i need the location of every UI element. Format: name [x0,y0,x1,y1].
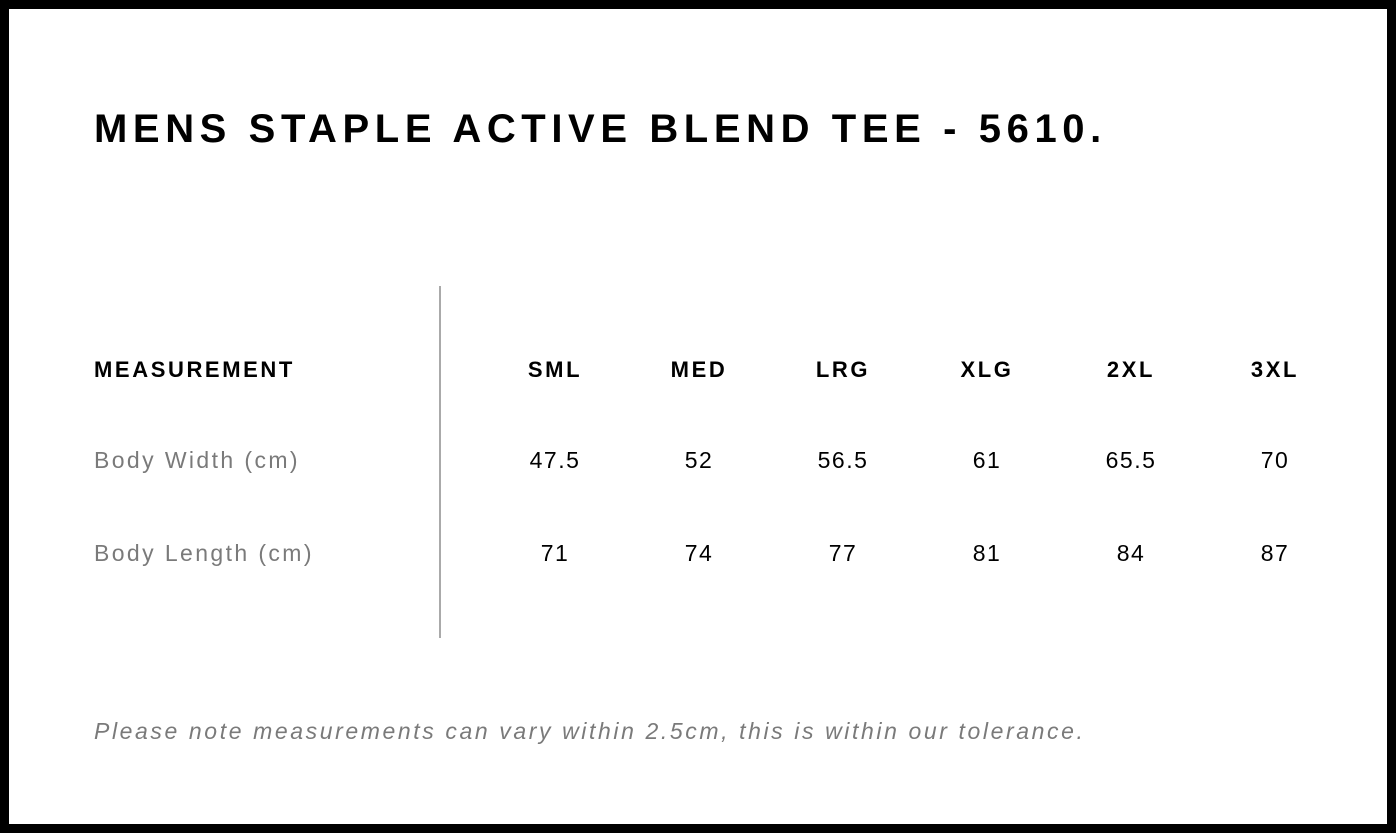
table-cell: 77 [828,540,858,566]
column-divider [439,286,441,638]
size-header-lrg: LRG [815,357,871,382]
table-cell: 56.5 [817,447,869,473]
table-cell: 87 [1260,540,1290,566]
size-header-sml: SML [527,357,583,382]
row-label-body-length: Body Length (cm) [94,540,314,566]
tolerance-note: Please note measurements can vary within… [94,718,1086,744]
table-cell: 47.5 [529,447,581,473]
size-header-2xl: 2XL [1106,357,1156,382]
size-header-xlg: XLG [960,357,1014,382]
table-cell: 65.5 [1105,447,1157,473]
table-cell: 84 [1116,540,1146,566]
measurement-header: MEASUREMENT [94,357,295,382]
size-header-3xl: 3XL [1250,357,1300,382]
table-cell: 52 [684,447,714,473]
table-cell: 74 [684,540,714,566]
page-title: MENS STAPLE ACTIVE BLEND TEE - 5610. [94,107,1107,151]
table-cell: 81 [972,540,1002,566]
table-cell: 71 [540,540,570,566]
size-header-med: MED [670,357,728,382]
row-label-body-width: Body Width (cm) [94,447,300,473]
table-cell: 70 [1260,447,1290,473]
size-chart-card: MENS STAPLE ACTIVE BLEND TEE - 5610. MEA… [9,9,1387,824]
table-cell: 61 [972,447,1002,473]
